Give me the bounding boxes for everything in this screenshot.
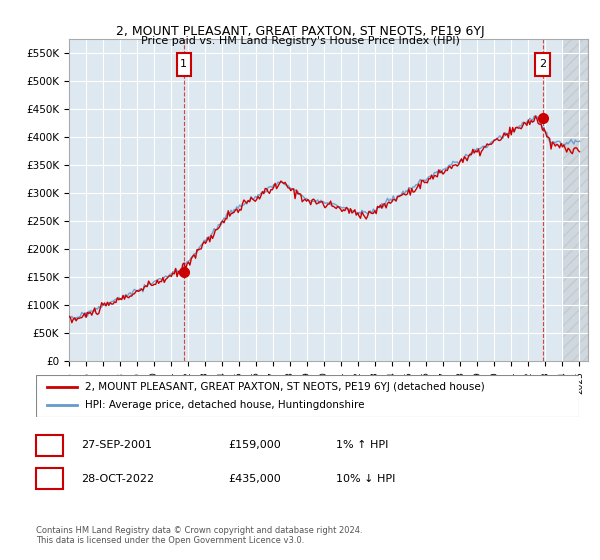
Text: 28-OCT-2022: 28-OCT-2022 bbox=[81, 474, 154, 484]
Text: 2, MOUNT PLEASANT, GREAT PAXTON, ST NEOTS, PE19 6YJ: 2, MOUNT PLEASANT, GREAT PAXTON, ST NEOT… bbox=[116, 25, 484, 38]
FancyBboxPatch shape bbox=[176, 53, 191, 76]
Text: Contains HM Land Registry data © Crown copyright and database right 2024.: Contains HM Land Registry data © Crown c… bbox=[36, 526, 362, 535]
Text: £159,000: £159,000 bbox=[228, 440, 281, 450]
Text: 1: 1 bbox=[180, 59, 187, 69]
Text: 2, MOUNT PLEASANT, GREAT PAXTON, ST NEOTS, PE19 6YJ (detached house): 2, MOUNT PLEASANT, GREAT PAXTON, ST NEOT… bbox=[85, 382, 485, 392]
Text: HPI: Average price, detached house, Huntingdonshire: HPI: Average price, detached house, Hunt… bbox=[85, 400, 364, 410]
Text: 2: 2 bbox=[46, 474, 53, 484]
Text: 1% ↑ HPI: 1% ↑ HPI bbox=[336, 440, 388, 450]
FancyBboxPatch shape bbox=[36, 375, 579, 417]
Text: This data is licensed under the Open Government Licence v3.0.: This data is licensed under the Open Gov… bbox=[36, 536, 304, 545]
Text: 27-SEP-2001: 27-SEP-2001 bbox=[81, 440, 152, 450]
Text: £435,000: £435,000 bbox=[228, 474, 281, 484]
Bar bbox=[562, 39, 588, 361]
Text: 2: 2 bbox=[539, 59, 546, 69]
Text: Price paid vs. HM Land Registry's House Price Index (HPI): Price paid vs. HM Land Registry's House … bbox=[140, 36, 460, 46]
Text: 10% ↓ HPI: 10% ↓ HPI bbox=[336, 474, 395, 484]
Text: 1: 1 bbox=[46, 440, 53, 450]
FancyBboxPatch shape bbox=[535, 53, 550, 76]
